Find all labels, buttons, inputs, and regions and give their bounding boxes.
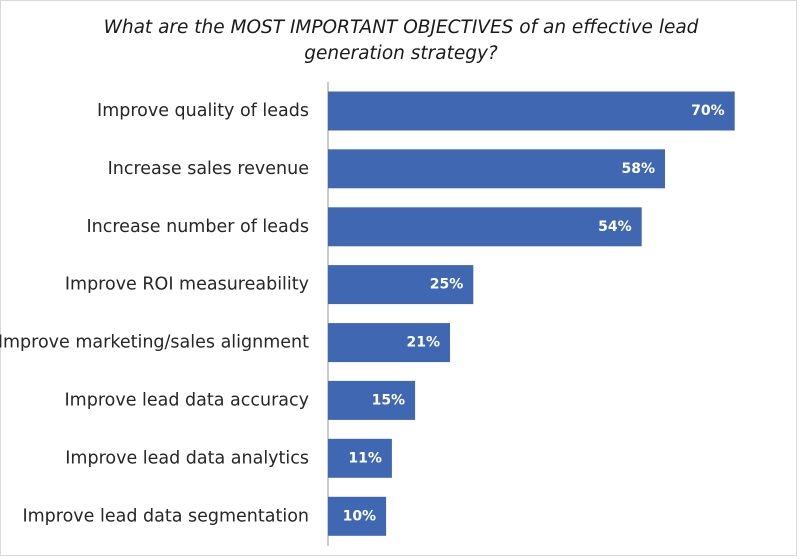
value-label-improve-lead-data-segmentation: 10% [343,508,377,524]
bar-improve-roi-measureability [328,265,474,305]
chart-title: What are the MOST IMPORTANT OBJECTIVES o… [103,17,699,64]
value-label-improve-quality-of-leads: 70% [691,103,725,119]
value-label-increase-sales-revenue: 58% [621,161,655,177]
category-label-improve-marketing-sales-alignment: Improve marketing/sales alignment [0,333,309,353]
category-label-improve-roi-measureability: Improve ROI measureability [65,275,309,295]
bar-improve-lead-data-accuracy [328,380,416,420]
value-label-improve-marketing-sales-alignment: 21% [406,335,440,351]
category-label-improve-lead-data-analytics: Improve lead data analytics [65,448,309,468]
bar-improve-lead-data-analytics [328,438,392,478]
bar-increase-sales-revenue [328,149,665,189]
category-label-increase-sales-revenue: Increase sales revenue [108,159,309,179]
value-label-improve-lead-data-accuracy: 15% [372,392,406,408]
value-label-improve-roi-measureability: 25% [430,277,464,293]
value-label-increase-number-of-leads: 54% [598,219,632,235]
bars-group: Improve quality of leads 70% Increase sale… [0,91,735,536]
bar-improve-lead-data-segmentation [328,496,387,536]
bar-increase-number-of-leads [328,207,642,247]
bar-improve-marketing-sales-alignment [328,323,450,363]
category-label-improve-quality-of-leads: Improve quality of leads [97,101,309,121]
category-label-improve-lead-data-accuracy: Improve lead data accuracy [65,390,309,410]
bar-improve-quality-of-leads [328,91,735,131]
value-label-improve-lead-data-analytics: 11% [348,450,382,466]
category-label-increase-number-of-leads: Increase number of leads [87,217,310,237]
category-label-improve-lead-data-segmentation: Improve lead data segmentation [22,506,309,526]
